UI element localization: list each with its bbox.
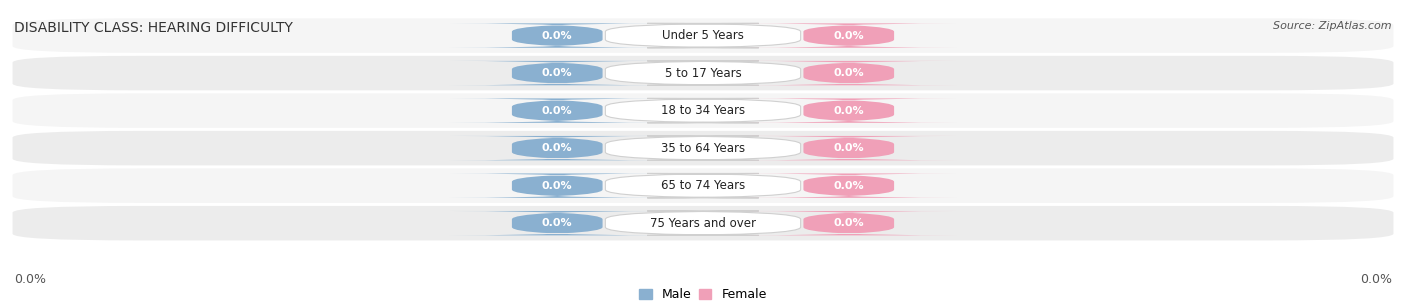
- FancyBboxPatch shape: [449, 98, 665, 123]
- Text: Under 5 Years: Under 5 Years: [662, 29, 744, 42]
- Text: 18 to 34 Years: 18 to 34 Years: [661, 104, 745, 117]
- FancyBboxPatch shape: [606, 23, 800, 48]
- FancyBboxPatch shape: [13, 206, 1393, 240]
- Text: 0.0%: 0.0%: [834, 181, 865, 191]
- Text: 0.0%: 0.0%: [14, 273, 46, 286]
- FancyBboxPatch shape: [741, 136, 957, 160]
- FancyBboxPatch shape: [449, 174, 665, 198]
- FancyBboxPatch shape: [741, 61, 957, 85]
- FancyBboxPatch shape: [741, 211, 957, 235]
- FancyBboxPatch shape: [13, 18, 1393, 53]
- Text: 0.0%: 0.0%: [541, 31, 572, 40]
- FancyBboxPatch shape: [741, 174, 957, 198]
- Text: 0.0%: 0.0%: [834, 68, 865, 78]
- Text: 0.0%: 0.0%: [541, 218, 572, 228]
- FancyBboxPatch shape: [606, 174, 800, 198]
- FancyBboxPatch shape: [449, 61, 665, 85]
- FancyBboxPatch shape: [606, 61, 800, 85]
- Text: Source: ZipAtlas.com: Source: ZipAtlas.com: [1274, 21, 1392, 31]
- Text: 0.0%: 0.0%: [541, 105, 572, 116]
- FancyBboxPatch shape: [741, 23, 957, 48]
- Text: 0.0%: 0.0%: [834, 143, 865, 153]
- Text: 0.0%: 0.0%: [834, 105, 865, 116]
- FancyBboxPatch shape: [449, 211, 665, 235]
- Text: 0.0%: 0.0%: [541, 68, 572, 78]
- FancyBboxPatch shape: [449, 136, 665, 160]
- Text: DISABILITY CLASS: HEARING DIFFICULTY: DISABILITY CLASS: HEARING DIFFICULTY: [14, 21, 292, 35]
- FancyBboxPatch shape: [449, 23, 665, 48]
- Text: 0.0%: 0.0%: [834, 31, 865, 40]
- Text: 35 to 64 Years: 35 to 64 Years: [661, 142, 745, 155]
- Text: 0.0%: 0.0%: [834, 218, 865, 228]
- FancyBboxPatch shape: [606, 211, 800, 235]
- Legend: Male, Female: Male, Female: [640, 288, 766, 302]
- FancyBboxPatch shape: [13, 56, 1393, 90]
- FancyBboxPatch shape: [741, 98, 957, 123]
- FancyBboxPatch shape: [13, 131, 1393, 165]
- FancyBboxPatch shape: [13, 93, 1393, 128]
- Text: 75 Years and over: 75 Years and over: [650, 217, 756, 230]
- FancyBboxPatch shape: [606, 136, 800, 160]
- FancyBboxPatch shape: [606, 98, 800, 123]
- Text: 0.0%: 0.0%: [1360, 273, 1392, 286]
- Text: 0.0%: 0.0%: [541, 143, 572, 153]
- FancyBboxPatch shape: [13, 168, 1393, 203]
- Text: 5 to 17 Years: 5 to 17 Years: [665, 67, 741, 80]
- Text: 0.0%: 0.0%: [541, 181, 572, 191]
- Text: 65 to 74 Years: 65 to 74 Years: [661, 179, 745, 192]
